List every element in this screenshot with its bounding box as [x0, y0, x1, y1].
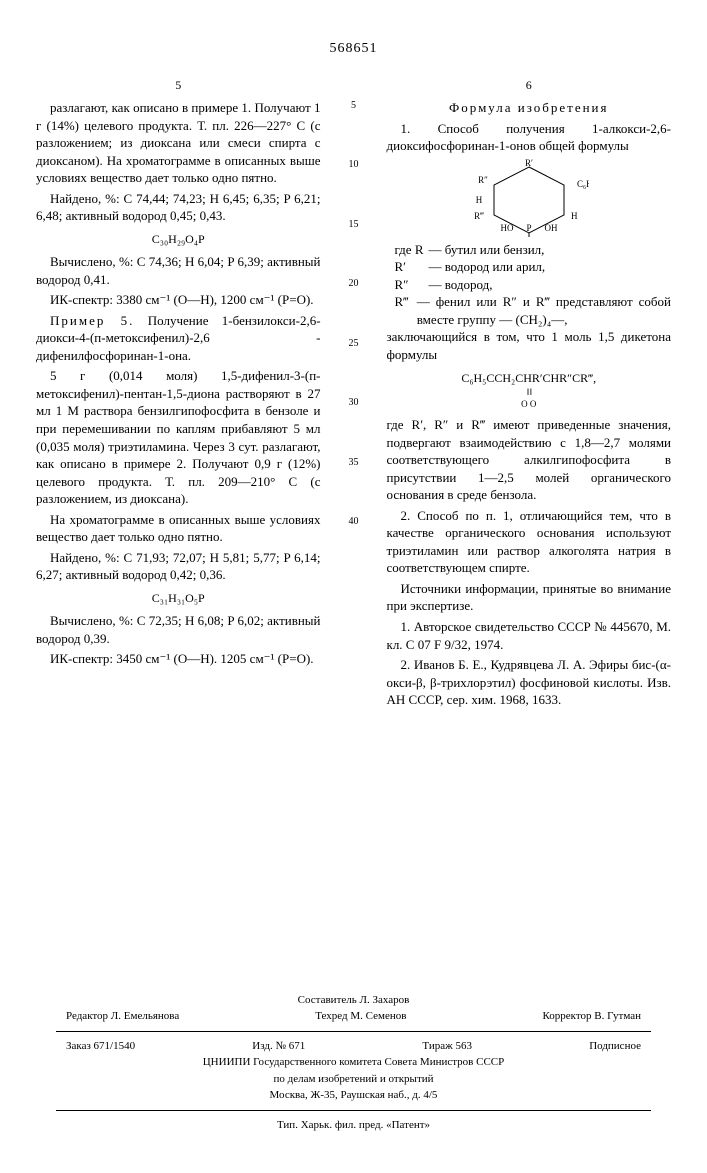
line-number: 5: [351, 99, 356, 113]
right-column: 6 Формула изобретения 1. Способ получени…: [387, 77, 672, 712]
paragraph: Вычислено, %: С 74,36; H 6,04; P 6,39; а…: [36, 253, 321, 288]
order: Заказ 671/1540: [66, 1038, 135, 1055]
publisher-org: ЦНИИПИ Государственного комитета Совета …: [36, 1054, 671, 1071]
line-number: 40: [349, 515, 359, 529]
line-number-gutter: 5 10 15 20 25 30 35 40: [345, 77, 363, 712]
def-symbol: где R: [395, 241, 429, 259]
paragraph: разлагают, как описано в примере 1. Полу…: [36, 99, 321, 187]
paragraph: заключающийся в том, что 1 моль 1,5 дике…: [387, 328, 672, 363]
substituent-definitions: где R— бутил или бензил, R′— водород или…: [395, 241, 672, 329]
editor: Редактор Л. Емельянова: [66, 1008, 179, 1025]
sources-title: Источники информации, принятые во вниман…: [387, 580, 672, 615]
divider: [56, 1110, 651, 1111]
footer-print-row: Заказ 671/1540 Изд. № 671 Тираж 563 Подп…: [36, 1038, 671, 1055]
paragraph: На хроматограмме в описанных выше услови…: [36, 511, 321, 546]
paragraph: Найдено, %: С 71,93; 72,07; H 5,81; 5,77…: [36, 549, 321, 584]
line-number: 15: [349, 218, 359, 232]
printer: Тип. Харьк. фил. пред. «Патент»: [36, 1117, 671, 1134]
formula-line: ‖ ‖: [387, 386, 672, 398]
svg-text:OH: OH: [544, 223, 557, 233]
def-text: — бутил или бензил,: [429, 241, 545, 259]
left-column: 5 разлагают, как описано в примере 1. По…: [36, 77, 321, 712]
svg-text:H: H: [476, 195, 483, 205]
paragraph: Пример 5. Получение 1-бензилокси-2,6-дио…: [36, 312, 321, 365]
divider: [56, 1031, 651, 1032]
chemical-formula: C₃₀H₂₉O₄P: [36, 231, 321, 247]
svg-text:R‴: R‴: [474, 211, 484, 221]
def-row: R‴— фенил или R″ и R‴ представляют собой…: [395, 293, 672, 328]
svg-text:HO: HO: [500, 223, 513, 233]
def-row: R″— водород,: [395, 276, 672, 294]
sub: Подписное: [589, 1038, 641, 1055]
svg-text:P: P: [526, 223, 531, 233]
svg-text:R″: R″: [478, 175, 488, 185]
svg-text:C₆H₅: C₆H₅: [577, 179, 589, 189]
publisher-addr: Москва, Ж-35, Раушская наб., д. 4/5: [36, 1087, 671, 1104]
chemical-formula: C₃₁H₃₁O₅P: [36, 590, 321, 606]
line-number: 30: [349, 396, 359, 410]
formula-line: C₆H₅CCH₂CHR′CHR″CR‴,: [387, 370, 672, 386]
def-symbol: R‴: [395, 293, 417, 328]
def-text: — водород или арил,: [429, 258, 546, 276]
def-text: — фенил или R″ и R‴ представляют собой в…: [417, 293, 671, 328]
line-number: 25: [349, 337, 359, 351]
two-column-body: 5 разлагают, как описано в примере 1. По…: [36, 77, 671, 712]
paragraph: ИК-спектр: 3380 см⁻¹ (O—H), 1200 см⁻¹ (P…: [36, 291, 321, 309]
line-number: 35: [349, 456, 359, 470]
paragraph: ИК-спектр: 3450 см⁻¹ (O—H). 1205 см⁻¹ (P…: [36, 650, 321, 668]
tirazh: Тираж 563: [422, 1038, 472, 1055]
structural-formula-diagram: R′ R″ C₆H₅ R‴ H P HO OH H OR O: [469, 159, 589, 237]
claim: 1. Способ получения 1-алкокси-2,6-диокси…: [387, 120, 672, 155]
publisher-org: по делам изобретений и открытий: [36, 1071, 671, 1088]
line-number: 20: [349, 277, 359, 291]
example-label: Пример 5.: [50, 313, 134, 328]
def-symbol: R′: [395, 258, 429, 276]
svg-text:H: H: [571, 211, 578, 221]
paragraph: Вычислено, %: С 72,35; H 6,08; P 6,02; а…: [36, 612, 321, 647]
svg-text:R′: R′: [525, 159, 533, 168]
corrector: Корректор В. Гутман: [542, 1008, 641, 1025]
izd: Изд. № 671: [252, 1038, 305, 1055]
formula-line: O O: [387, 398, 672, 410]
line-number: 10: [349, 158, 359, 172]
source-ref: 2. Иванов Б. Е., Кудрявцева Л. А. Эфиры …: [387, 656, 672, 709]
col-number-left: 5: [36, 77, 321, 93]
footer: Составитель Л. Захаров Редактор Л. Емель…: [36, 992, 671, 1134]
paragraph: Найдено, %: С 74,44; 74,23; H 6,45; 6,35…: [36, 190, 321, 225]
paragraph: где R′, R″ и R‴ имеют приведенные значен…: [387, 416, 672, 504]
chemical-formula: C₆H₅CCH₂CHR′CHR″CR‴, ‖ ‖ O O: [387, 370, 672, 410]
claims-title: Формула изобретения: [387, 99, 672, 117]
paragraph: 5 г (0,014 моля) 1,5-дифенил-3-(п-метокс…: [36, 367, 321, 507]
def-row: R′— водород или арил,: [395, 258, 672, 276]
def-text: — водород,: [429, 276, 493, 294]
patent-number: 568651: [36, 40, 671, 59]
compiler: Составитель Л. Захаров: [36, 992, 671, 1009]
def-row: где R— бутил или бензил,: [395, 241, 672, 259]
techred: Техред М. Семенов: [315, 1008, 406, 1025]
footer-credits-row: Редактор Л. Емельянова Техред М. Семенов…: [36, 1008, 671, 1025]
claim: 2. Способ по п. 1, отличающийся тем, что…: [387, 507, 672, 577]
col-number-right: 6: [387, 77, 672, 93]
source-ref: 1. Авторское свидетельство СССР № 445670…: [387, 618, 672, 653]
def-symbol: R″: [395, 276, 429, 294]
